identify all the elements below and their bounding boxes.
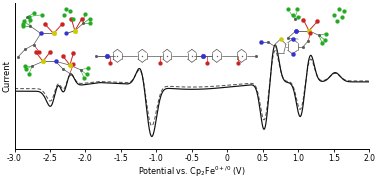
X-axis label: Potential vs. Cp$_2$Fe$^{0+/0}$ (V): Potential vs. Cp$_2$Fe$^{0+/0}$ (V) <box>138 165 246 179</box>
Y-axis label: Current: Current <box>3 60 12 92</box>
